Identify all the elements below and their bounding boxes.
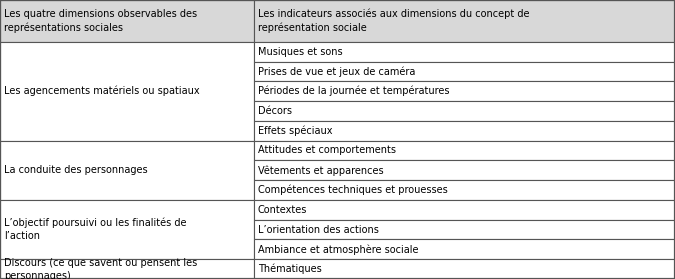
Text: Les indicateurs associés aux dimensions du concept de
représentation sociale: Les indicateurs associés aux dimensions … [258, 9, 529, 33]
Text: Prises de vue et jeux de caméra: Prises de vue et jeux de caméra [258, 66, 415, 77]
Bar [254, 101, 675, 121]
Bar [254, 239, 675, 259]
Text: Ambiance et atmosphère sociale: Ambiance et atmosphère sociale [258, 244, 418, 255]
Bar [254, 200, 675, 220]
Text: La conduite des personnages: La conduite des personnages [4, 165, 148, 175]
Text: Décors: Décors [258, 106, 292, 116]
Text: Musiques et sons: Musiques et sons [258, 47, 342, 57]
Text: Vêtements et apparences: Vêtements et apparences [258, 165, 383, 175]
Bar [254, 160, 675, 180]
Bar [0, 0, 254, 42]
Bar [0, 200, 254, 259]
Bar [254, 61, 675, 81]
Bar [254, 0, 675, 42]
Bar [254, 259, 675, 279]
Bar [254, 81, 675, 101]
Text: Discours (ce que savent ou pensent les
personnages): Discours (ce que savent ou pensent les p… [4, 258, 197, 279]
Bar [254, 141, 675, 160]
Text: Attitudes et comportements: Attitudes et comportements [258, 145, 396, 155]
Bar [254, 42, 675, 61]
Text: L’orientation des actions: L’orientation des actions [258, 225, 379, 235]
Bar [254, 220, 675, 239]
Text: Compétences techniques et prouesses: Compétences techniques et prouesses [258, 185, 448, 195]
Bar [0, 42, 254, 141]
Text: Les agencements matériels ou spatiaux: Les agencements matériels ou spatiaux [4, 86, 200, 97]
Text: Périodes de la journée et températures: Périodes de la journée et températures [258, 86, 450, 97]
Text: Effets spéciaux: Effets spéciaux [258, 126, 332, 136]
Bar [0, 259, 254, 279]
Text: Contextes: Contextes [258, 205, 307, 215]
Bar [0, 141, 254, 200]
Text: Thématiques: Thématiques [258, 264, 321, 274]
Text: L’objectif poursuivi ou les finalités de
l’action: L’objectif poursuivi ou les finalités de… [4, 218, 186, 241]
Bar [254, 180, 675, 200]
Text: Les quatre dimensions observables des
représentations sociales: Les quatre dimensions observables des re… [4, 9, 197, 33]
Bar [254, 121, 675, 141]
